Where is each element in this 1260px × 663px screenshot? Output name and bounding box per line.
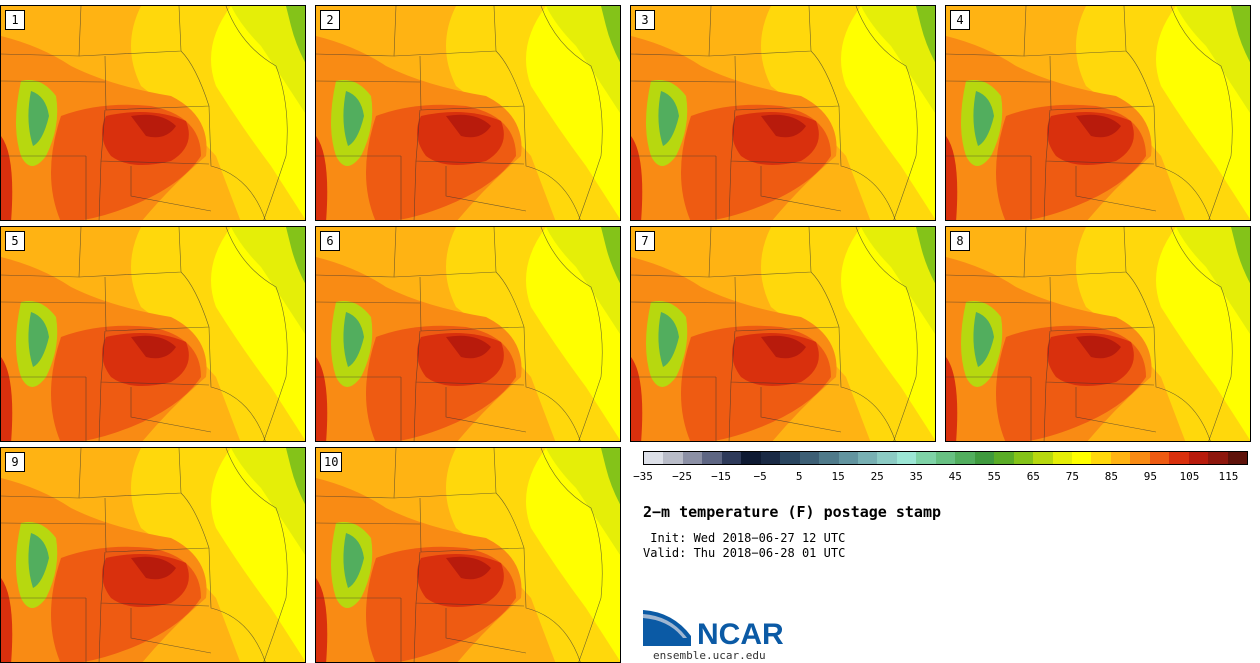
colorbar-segment (799, 452, 820, 464)
colorbar-segment (780, 452, 800, 464)
colorbar-tick-label: 55 (987, 470, 1001, 483)
colorbar-segment (1149, 452, 1170, 464)
colorbar-tick-label: 35 (909, 470, 923, 483)
valid-time: Valid: Thu 2018−06-28 01 UTC (643, 546, 846, 560)
colorbar-tick-label: 95 (1143, 470, 1158, 483)
colorbar-tick-label: −35 (633, 470, 653, 483)
member-label: 2 (320, 10, 340, 30)
colorbar-segment (760, 452, 781, 464)
colorbar-segment (1091, 452, 1111, 464)
member-map-7: 7 (630, 226, 936, 442)
colorbar-segment (1208, 452, 1228, 464)
colorbar-tick-label: −15 (711, 470, 731, 483)
colorbar-tick-label: 65 (1026, 470, 1040, 483)
colorbar-segment (1227, 452, 1248, 464)
colorbar-segment (702, 452, 722, 464)
colorbar-ticks: −35 −25 −15 −5 5 15 25 35 45 55 65 75 85 95 105 115 (633, 470, 1248, 484)
colorbar-segment (741, 452, 761, 464)
colorbar-tick-label: 75 (1065, 470, 1079, 483)
colorbar-tick-label: 85 (1104, 470, 1118, 483)
member-map-3: 3 (630, 5, 936, 221)
colorbar-tick-label: 105 (1179, 470, 1200, 483)
colorbar-tick-label: 25 (870, 470, 884, 483)
ncar-logo-stripe (643, 614, 687, 638)
member-label: 1 (5, 10, 25, 30)
colorbar-segment (935, 452, 956, 464)
colorbar-segment (916, 452, 936, 464)
colorbar (643, 451, 1248, 465)
plot-title: 2−m temperature (F) postage stamp (643, 503, 942, 521)
colorbar-segment (721, 452, 742, 464)
member-map-1: 1 (0, 5, 306, 221)
member-map-4: 4 (945, 5, 1251, 221)
member-map-9: 9 (0, 447, 306, 663)
colorbar-tick-label: −25 (672, 470, 692, 483)
ncar-logo: NCAR (643, 606, 793, 651)
colorbar-tick-label: 45 (948, 470, 962, 483)
member-label: 6 (320, 231, 340, 251)
ncar-logo-text: NCAR (697, 618, 784, 650)
member-label: 5 (5, 231, 25, 251)
member-label: 3 (635, 10, 655, 30)
ncar-url: ensemble.ucar.edu (653, 649, 766, 662)
colorbar-segment (974, 452, 995, 464)
member-label: 9 (5, 452, 25, 472)
colorbar-segment (682, 452, 703, 464)
colorbar-segment (994, 452, 1014, 464)
colorbar-tick-label: −5 (753, 470, 767, 483)
colorbar-segment (1130, 452, 1150, 464)
colorbar-segment (877, 452, 897, 464)
colorbar-tick-label: 5 (795, 470, 803, 483)
init-time: Init: Wed 2018−06-27 12 UTC (643, 531, 846, 545)
colorbar-segment (663, 452, 683, 464)
colorbar-tick-label: 115 (1218, 470, 1239, 483)
member-map-2: 2 (315, 5, 621, 221)
member-map-6: 6 (315, 226, 621, 442)
member-label: 4 (950, 10, 970, 30)
member-map-8: 8 (945, 226, 1251, 442)
colorbar-segment (955, 452, 975, 464)
colorbar-segment (1188, 452, 1209, 464)
colorbar-segment (1013, 452, 1034, 464)
member-map-10: 10 (315, 447, 621, 663)
colorbar-segment (896, 452, 917, 464)
colorbar-segment (1052, 452, 1072, 464)
colorbar-segment (1071, 452, 1092, 464)
colorbar-segment (857, 452, 878, 464)
colorbar-segment (819, 452, 839, 464)
colorbar-segment (1169, 452, 1189, 464)
member-map-5: 5 (0, 226, 306, 442)
colorbar-segment (838, 452, 858, 464)
member-label: 8 (950, 231, 970, 251)
member-label: 10 (320, 452, 343, 472)
colorbar-tick-label: 15 (831, 470, 845, 483)
member-label: 7 (635, 231, 655, 251)
colorbar-segment (644, 452, 664, 464)
colorbar-segment (1110, 452, 1131, 464)
colorbar-segment (1033, 452, 1053, 464)
